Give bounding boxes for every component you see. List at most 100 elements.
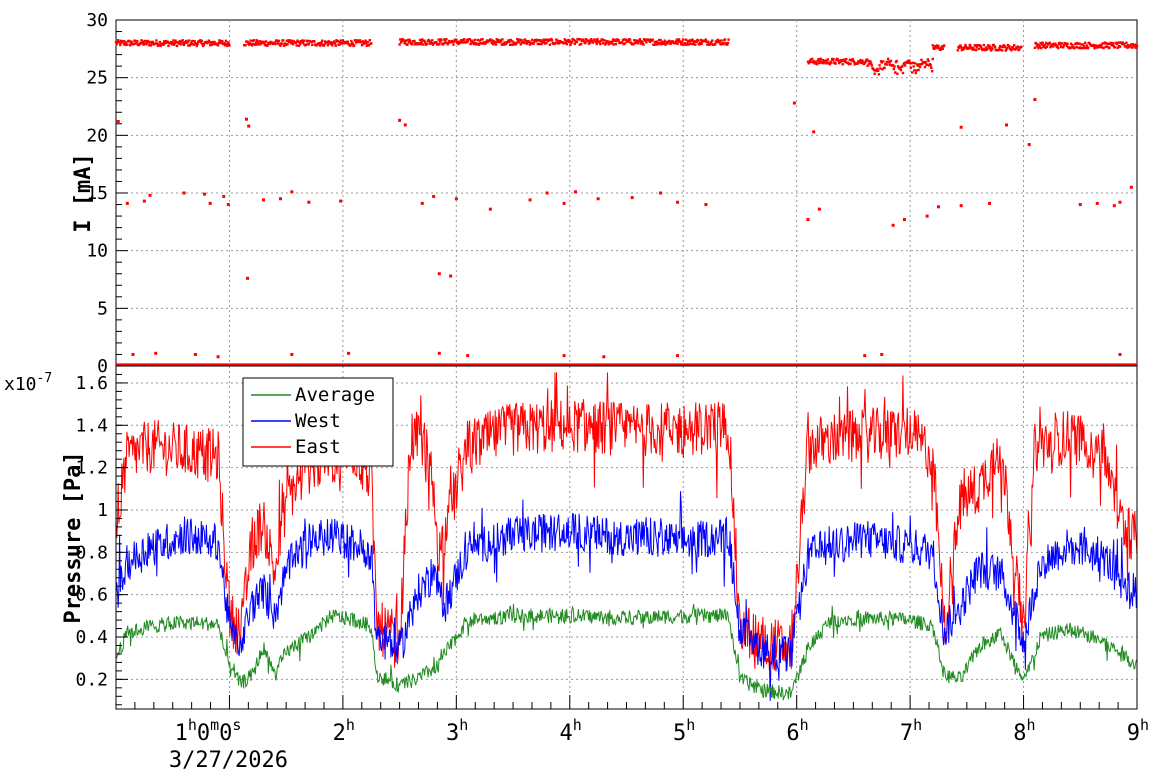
current-point: [149, 44, 152, 47]
current-point: [364, 39, 367, 42]
current-point: [640, 40, 644, 44]
current-point: [279, 44, 282, 47]
current-point: [937, 44, 940, 48]
current-point: [495, 38, 498, 41]
current-point: [246, 40, 249, 44]
current-point: [431, 43, 435, 46]
current-point: [404, 42, 407, 45]
current-outlier-point: [792, 101, 796, 105]
current-point: [615, 39, 618, 43]
current-point: [163, 40, 166, 43]
current-point: [915, 69, 918, 72]
current-point: [990, 46, 993, 49]
current-point: [858, 61, 861, 64]
current-point: [613, 38, 617, 42]
current-point: [124, 41, 128, 44]
current-point: [972, 48, 976, 51]
current-point: [590, 39, 593, 43]
current-point: [1118, 45, 1122, 48]
current-point: [627, 40, 630, 43]
current-point: [601, 38, 604, 41]
current-point: [589, 39, 592, 42]
legend-box: [242, 377, 394, 467]
current-point: [210, 43, 213, 46]
current-point: [275, 39, 279, 42]
current-point: [838, 61, 841, 65]
current-point: [989, 49, 993, 52]
current-point: [221, 40, 224, 43]
current-point: [286, 43, 289, 46]
current-point: [218, 39, 221, 42]
current-point: [813, 62, 817, 65]
current-point: [867, 63, 871, 66]
current-point: [969, 44, 972, 48]
current-outlier-point: [704, 203, 708, 207]
current-point: [525, 40, 528, 43]
current-outlier-point: [630, 196, 634, 200]
current-point: [158, 40, 162, 44]
current-point: [481, 38, 484, 41]
current-point: [526, 42, 529, 45]
current-point: [1035, 42, 1038, 45]
current-point: [479, 41, 482, 45]
current-point: [840, 59, 844, 62]
current-point: [823, 61, 827, 64]
pressure-y-tick-label: 0.8: [75, 542, 108, 563]
current-point: [960, 46, 963, 49]
current-outlier-point: [545, 191, 549, 195]
current-point: [524, 41, 528, 45]
current-point: [216, 44, 220, 47]
current-point: [277, 42, 280, 45]
current-point: [824, 59, 827, 62]
current-point: [225, 42, 228, 46]
current-point: [1055, 45, 1059, 49]
current-y-tick-label: 5: [97, 298, 108, 319]
current-point: [1065, 44, 1069, 48]
current-point: [564, 39, 567, 42]
current-point: [208, 40, 211, 44]
current-point: [428, 42, 432, 45]
current-point: [623, 42, 627, 45]
current-point: [492, 43, 495, 46]
current-point: [850, 59, 854, 62]
current-point: [264, 43, 267, 47]
current-point: [997, 48, 1000, 52]
current-point: [223, 41, 226, 45]
current-point: [144, 40, 147, 43]
current-point: [1054, 42, 1057, 46]
current-point: [643, 38, 646, 41]
current-near-zero-point: [562, 354, 566, 358]
current-point: [1070, 46, 1073, 49]
current-point: [917, 68, 920, 72]
current-point: [465, 41, 468, 44]
current-point: [333, 40, 336, 43]
current-point: [277, 39, 281, 43]
current-point: [274, 42, 277, 46]
current-point: [199, 38, 202, 42]
current-point: [679, 43, 683, 46]
current-point: [626, 39, 630, 42]
current-point: [913, 69, 916, 72]
current-point: [447, 41, 450, 44]
current-point: [545, 38, 549, 41]
current-point: [877, 73, 881, 76]
current-point: [579, 42, 583, 46]
current-point: [568, 39, 571, 42]
current-point: [980, 47, 983, 50]
current-point: [606, 41, 610, 44]
current-point: [460, 38, 463, 42]
current-point: [998, 46, 1001, 50]
current-y-tick-label: 25: [86, 68, 108, 89]
current-point: [1115, 42, 1119, 46]
current-point: [1076, 42, 1080, 45]
current-point: [1106, 42, 1110, 45]
current-point: [1135, 44, 1139, 48]
current-point: [718, 39, 721, 43]
current-outlier-point: [208, 201, 212, 205]
current-point: [530, 38, 534, 42]
current-point: [550, 39, 554, 42]
current-point: [713, 43, 717, 46]
current-point: [683, 41, 686, 45]
current-outlier-point: [817, 207, 821, 211]
current-point: [437, 38, 440, 41]
